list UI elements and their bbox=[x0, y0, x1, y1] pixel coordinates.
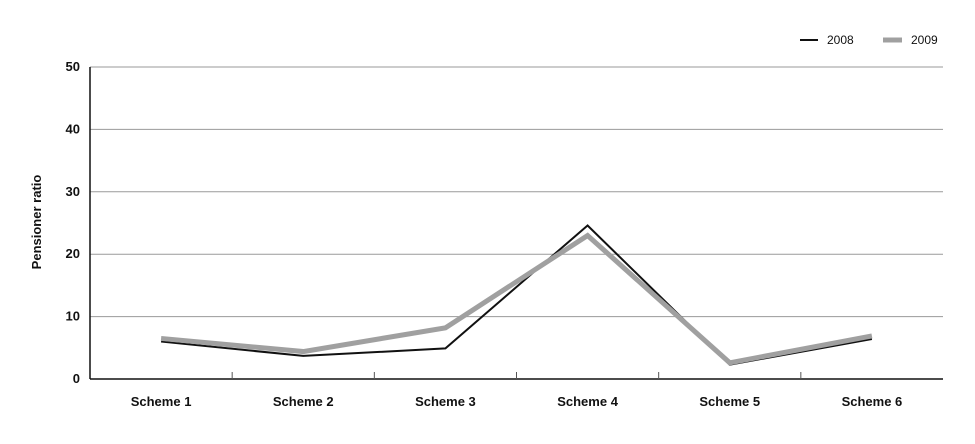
series-lines bbox=[160, 224, 873, 366]
axes: 0 10 20 30 40 50 Scheme 1 Scheme 2 Scheme 3 Schem… bbox=[66, 59, 943, 409]
x-tick-label: Scheme 4 bbox=[557, 394, 618, 409]
x-tick-label: Scheme 2 bbox=[273, 394, 334, 409]
gridlines bbox=[90, 66, 943, 318]
y-tick-label: 50 bbox=[66, 59, 80, 74]
series-line-2008 bbox=[160, 224, 873, 366]
y-axis-title: Pensioner ratio bbox=[29, 175, 44, 270]
y-tick-label: 0 bbox=[73, 371, 80, 386]
x-tick-label: Scheme 3 bbox=[415, 394, 476, 409]
x-tick-label: Scheme 1 bbox=[131, 394, 192, 409]
legend-label-2008: 2008 bbox=[827, 33, 854, 47]
y-tick-label: 10 bbox=[66, 309, 80, 324]
legend: 2008 2009 bbox=[800, 33, 938, 47]
y-tick-label: 30 bbox=[66, 184, 80, 199]
series-line-2009 bbox=[160, 232, 873, 366]
y-tick-label: 40 bbox=[66, 121, 80, 136]
x-tick-label: Scheme 5 bbox=[699, 394, 760, 409]
y-tick-label: 20 bbox=[66, 246, 80, 261]
legend-label-2009: 2009 bbox=[911, 33, 938, 47]
x-tick-label: Scheme 6 bbox=[842, 394, 903, 409]
